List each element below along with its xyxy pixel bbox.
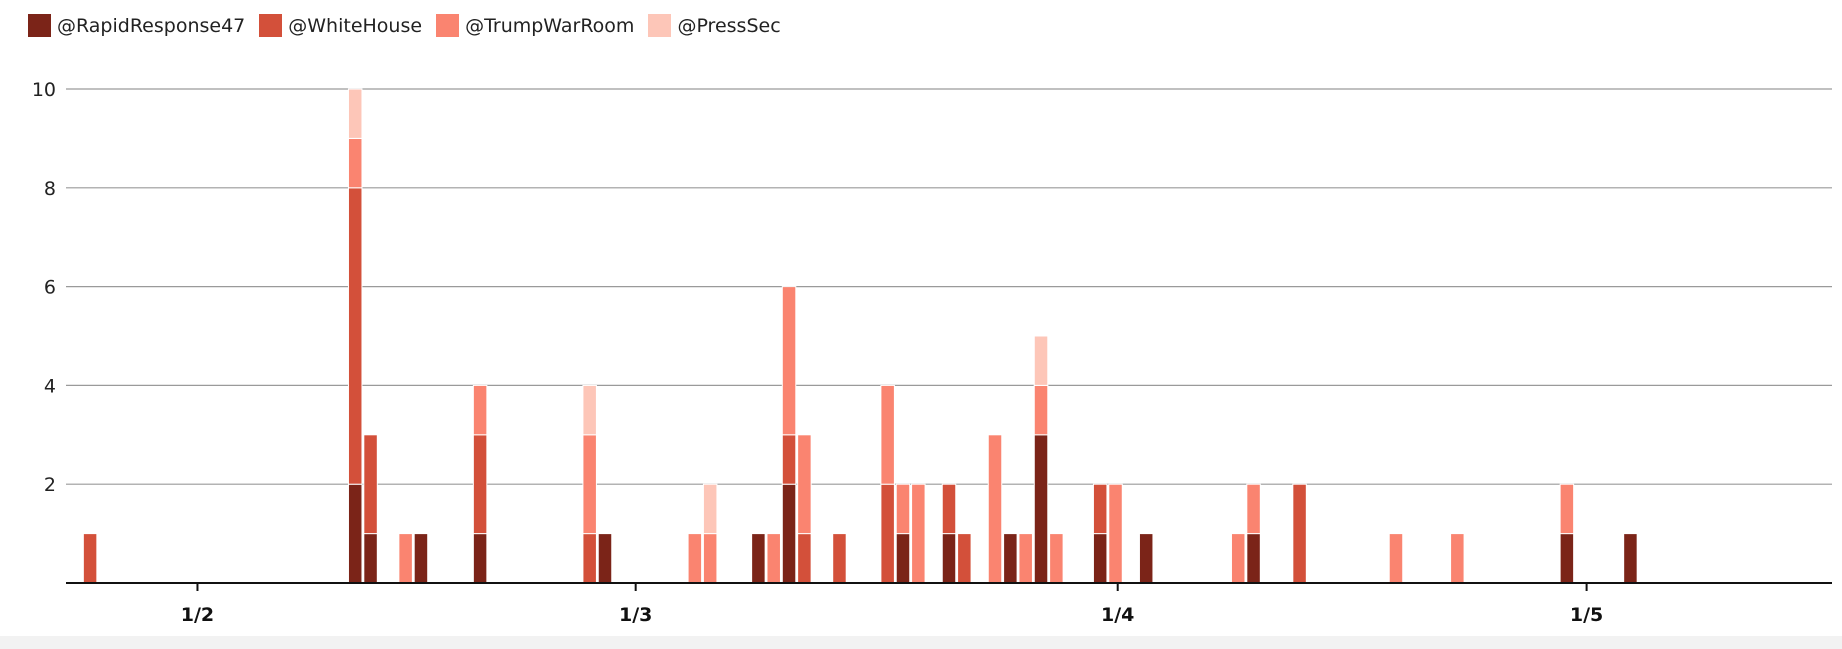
- legend: @RapidResponse47 @WhiteHouse @TrumpWarRo…: [28, 14, 781, 37]
- bar-segment-0-1: [82, 533, 98, 584]
- y-tick-label: 10: [32, 79, 56, 101]
- bar-segment-18-1: [941, 483, 957, 535]
- legend-swatch-whitehouse: [259, 14, 283, 37]
- bar-segment-23-2: [1033, 384, 1049, 436]
- stacked-bar-chart: 2 4 6 8 10 1/2 1/3 1/4 1/5: [32, 79, 1832, 626]
- bar-segment-2-0: [363, 533, 378, 584]
- legend-label-whitehouse: @WhiteHouse: [288, 14, 423, 37]
- bar-segment-19-1: [957, 533, 972, 584]
- x-tick-label: 1/4: [1101, 604, 1134, 626]
- bar-segment-12-1: [781, 434, 797, 485]
- bar-segment-25-0: [1092, 533, 1108, 584]
- bar-segment-22-2: [1018, 533, 1033, 584]
- bar-segment-6-1: [582, 533, 597, 584]
- bar-segment-6-2: [582, 434, 597, 535]
- legend-label-presssec: @PressSec: [677, 14, 781, 37]
- bar-segment-26-2: [1108, 483, 1123, 584]
- legend-item-whitehouse[interactable]: @WhiteHouse: [259, 14, 422, 37]
- bar-segment-29-0: [1246, 533, 1261, 584]
- bar-segment-5-2: [472, 384, 488, 436]
- bar-segment-3-2: [398, 533, 413, 584]
- x-axis-ticks: 1/2 1/3 1/4 1/5: [181, 583, 1603, 626]
- bar-segment-23-3: [1033, 335, 1049, 386]
- bar-segment-5-1: [472, 434, 488, 535]
- y-tick-label: 2: [44, 474, 56, 496]
- bar-segment-13-2: [797, 434, 812, 535]
- y-tick-label: 4: [44, 375, 56, 397]
- bar-segment-30-1: [1292, 483, 1307, 584]
- y-tick-label: 8: [44, 178, 56, 200]
- bar-segment-9-3: [702, 483, 718, 535]
- bar-segment-4-0: [413, 533, 429, 584]
- bar-segment-21-0: [1003, 533, 1018, 584]
- y-tick-label: 6: [44, 277, 56, 299]
- legend-item-rapidresponse47[interactable]: @RapidResponse47: [28, 14, 245, 37]
- bar-segment-1-2: [347, 137, 363, 189]
- bar-segment-2-1: [363, 434, 378, 535]
- gridlines: [66, 88, 1832, 485]
- bar-segment-33-2: [1559, 483, 1575, 535]
- bar-segment-9-2: [702, 533, 718, 584]
- bar-segment-28-2: [1230, 533, 1246, 584]
- bar-segment-25-1: [1092, 483, 1108, 535]
- bar-segment-33-0: [1559, 533, 1575, 584]
- legend-label-trumpwarroom: @TrumpWarRoom: [465, 14, 635, 37]
- bar-segment-18-0: [941, 533, 957, 584]
- bar-segment-6-3: [582, 384, 597, 436]
- bar-segment-14-1: [832, 533, 847, 584]
- legend-swatch-rapidresponse47: [28, 14, 51, 37]
- bar-segment-13-1: [797, 533, 812, 584]
- bar-segment-15-2: [880, 384, 895, 485]
- bar-segment-12-0: [781, 483, 797, 584]
- bar-segment-17-2: [911, 483, 926, 584]
- bar-segment-7-0: [597, 533, 613, 584]
- x-tick-label: 1/5: [1570, 604, 1603, 626]
- bar-segment-8-2: [687, 533, 703, 584]
- bar-segment-16-2: [895, 483, 911, 535]
- bar-segment-29-2: [1246, 483, 1261, 535]
- bar-segment-11-2: [766, 533, 781, 584]
- bottom-scroll-strip: [0, 636, 1842, 649]
- bar-segment-12-2: [781, 286, 797, 436]
- legend-swatch-presssec: [648, 14, 672, 37]
- bars: [82, 88, 1638, 584]
- legend-label-rapidresponse47: @RapidResponse47: [57, 14, 246, 37]
- bar-segment-34-0: [1623, 533, 1638, 584]
- bar-segment-1-0: [347, 483, 363, 584]
- x-tick-label: 1/3: [619, 604, 652, 626]
- bar-segment-32-2: [1450, 533, 1465, 584]
- bar-segment-15-1: [880, 483, 895, 584]
- legend-item-presssec[interactable]: @PressSec: [648, 14, 781, 37]
- y-axis-ticks: 2 4 6 8 10: [32, 79, 56, 496]
- bar-segment-10-0: [751, 533, 766, 584]
- bar-segment-27-0: [1138, 533, 1154, 584]
- legend-swatch-trumpwarroom: [436, 14, 460, 37]
- bar-segment-20-2: [987, 434, 1003, 584]
- bar-segment-1-1: [347, 187, 363, 485]
- bar-segment-5-0: [472, 533, 488, 584]
- bar-segment-31-2: [1388, 533, 1404, 584]
- bar-segment-23-0: [1033, 434, 1049, 584]
- bar-segment-24-2: [1049, 533, 1064, 584]
- x-tick-label: 1/2: [181, 604, 214, 626]
- legend-item-trumpwarroom[interactable]: @TrumpWarRoom: [436, 14, 634, 37]
- bar-segment-16-0: [895, 533, 911, 584]
- bar-segment-1-3: [347, 88, 363, 139]
